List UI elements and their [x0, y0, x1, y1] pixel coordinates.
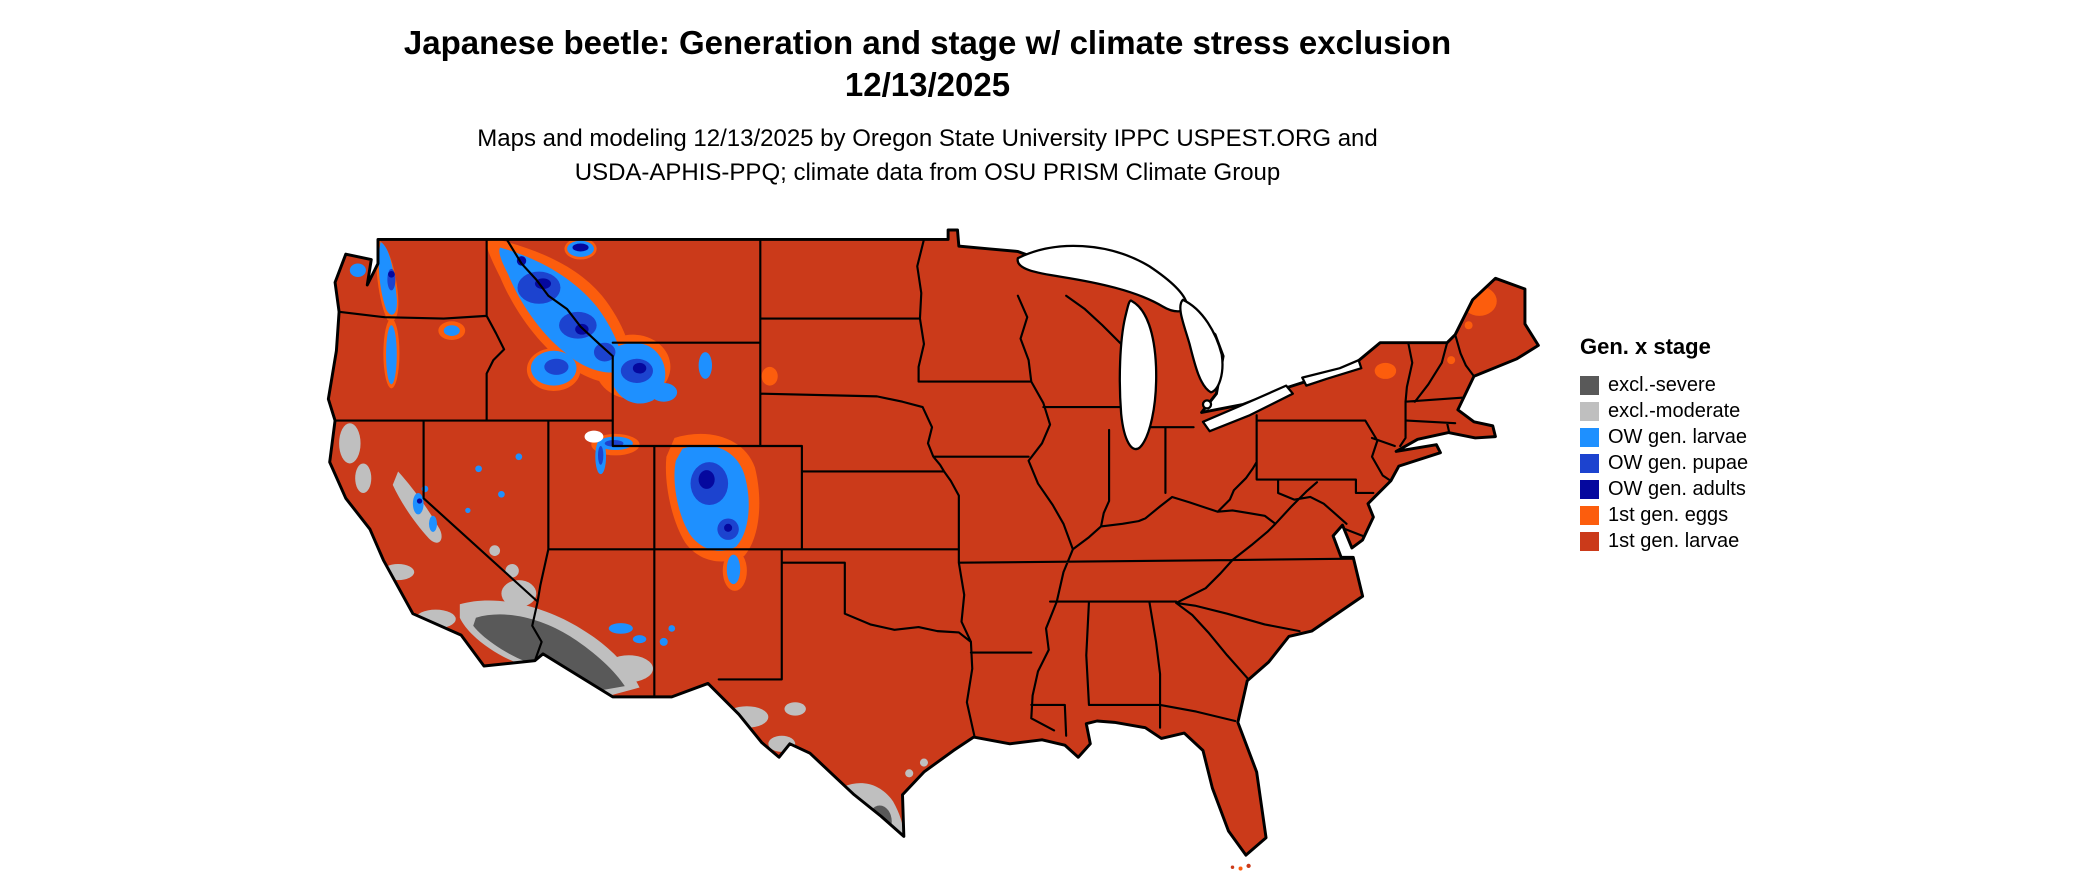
legend-item-label: OW gen. pupae	[1608, 451, 1749, 474]
page-title-date: 12/13/2025	[844, 66, 1011, 103]
map-canvas	[317, 226, 1543, 886]
legend-item: 1st gen. eggs	[1580, 502, 1748, 528]
subtitle-line2: USDA-APHIS-PPQ; climate data from OSU PR…	[574, 159, 1281, 186]
legend-swatch	[1580, 453, 1599, 473]
legend-swatch	[1580, 427, 1599, 447]
legend-item: OW gen. larvae	[1580, 424, 1748, 450]
state-borders	[333, 238, 1476, 740]
legend-item: OW gen. pupae	[1580, 450, 1748, 476]
lake-st-clair	[1201, 399, 1213, 410]
legend: Gen. x stage excl.-severe excl.-moderate O…	[1580, 334, 1748, 554]
legend-swatch	[1580, 479, 1599, 499]
us-map-svg	[326, 228, 1540, 871]
florida-keys	[1230, 863, 1251, 871]
legend-title: Gen. x stage	[1580, 334, 1711, 359]
lake-huron	[1179, 298, 1224, 394]
legend-swatch	[1580, 401, 1599, 421]
legend-item-label: 1st gen. eggs	[1608, 503, 1729, 526]
map-header: Japanese beetle: Generation and stage w/…	[0, 22, 1855, 190]
legend-swatch	[1580, 375, 1599, 395]
lake-erie	[1201, 384, 1295, 433]
lake-ontario	[1301, 359, 1363, 387]
subtitle-line1: Maps and modeling 12/13/2025 by Oregon S…	[477, 125, 1378, 152]
legend-item: excl.-moderate	[1580, 398, 1748, 424]
legend-item-label: excl.-moderate	[1608, 399, 1741, 422]
legend-item-label: 1st gen. larvae	[1608, 529, 1740, 552]
legend-swatch	[1580, 505, 1599, 525]
legend-swatch	[1580, 531, 1599, 551]
great-lakes	[1016, 244, 1363, 451]
lake-michigan	[1118, 299, 1158, 451]
legend-item: excl.-severe	[1580, 372, 1748, 398]
phenology-patches	[333, 236, 1497, 853]
great-salt-lake	[584, 430, 604, 443]
legend-items: excl.-severe excl.-moderate OW gen. larvae…	[1580, 372, 1748, 554]
subtitle: Maps and modeling 12/13/2025 by Oregon S…	[0, 122, 1855, 190]
legend-item: 1st gen. larvae	[1580, 528, 1748, 554]
ow-adults-patches	[388, 243, 733, 532]
legend-item-label: excl.-severe	[1608, 373, 1716, 396]
legend-item-label: OW gen. adults	[1608, 477, 1746, 500]
legend-item-label: OW gen. larvae	[1608, 425, 1747, 448]
us-outline	[326, 228, 1540, 857]
page-title: Japanese beetle: Generation and stage w/…	[403, 24, 1452, 61]
legend-item: OW gen. adults	[1580, 476, 1748, 502]
